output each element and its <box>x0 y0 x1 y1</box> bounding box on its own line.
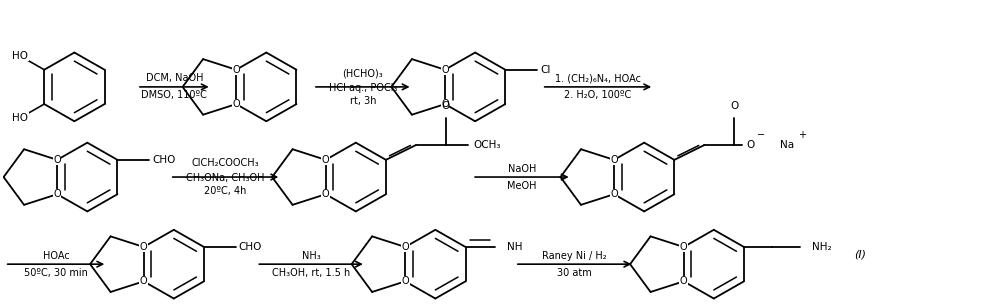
Text: CH₃ONa, CH₃OH: CH₃ONa, CH₃OH <box>186 174 265 183</box>
Text: Na: Na <box>780 140 794 150</box>
Text: CHO: CHO <box>239 242 262 252</box>
Text: MeOH: MeOH <box>507 181 537 191</box>
Text: 30 atm: 30 atm <box>557 268 592 278</box>
Text: NH₃: NH₃ <box>302 251 320 261</box>
Text: HCl aq., POCl₃: HCl aq., POCl₃ <box>329 83 397 93</box>
Text: 20ºC, 4h: 20ºC, 4h <box>204 186 247 196</box>
Text: NaOH: NaOH <box>508 163 536 174</box>
Text: O: O <box>140 242 147 252</box>
Text: O: O <box>610 155 618 165</box>
Text: O: O <box>53 189 61 199</box>
Text: O: O <box>232 99 240 109</box>
Text: (I): (I) <box>854 250 866 260</box>
Text: O: O <box>610 189 618 199</box>
Text: O: O <box>401 276 409 286</box>
Text: O: O <box>730 101 738 111</box>
Text: O: O <box>53 155 61 165</box>
Text: Raney Ni / H₂: Raney Ni / H₂ <box>542 251 607 261</box>
Text: O: O <box>746 140 754 150</box>
Text: CHO: CHO <box>152 155 176 165</box>
Text: HO: HO <box>12 113 28 123</box>
Text: O: O <box>680 276 687 286</box>
Text: O: O <box>140 276 147 286</box>
Text: 1. (CH₂)₆N₄, HOAc: 1. (CH₂)₆N₄, HOAc <box>555 73 641 83</box>
Text: O: O <box>232 65 240 75</box>
Text: (HCHO)₃: (HCHO)₃ <box>342 68 383 78</box>
Text: OCH₃: OCH₃ <box>473 140 501 150</box>
Text: 50ºC, 30 min: 50ºC, 30 min <box>24 268 88 278</box>
Text: HO: HO <box>12 51 28 61</box>
Text: O: O <box>322 189 329 199</box>
Text: O: O <box>401 242 409 252</box>
Text: +: + <box>798 130 806 140</box>
Text: −: − <box>757 130 765 140</box>
Text: Cl: Cl <box>540 65 550 75</box>
Text: DCM, NaOH: DCM, NaOH <box>146 73 203 83</box>
Text: 2. H₂O, 100ºC: 2. H₂O, 100ºC <box>564 91 632 100</box>
Text: CH₃OH, rt, 1.5 h: CH₃OH, rt, 1.5 h <box>272 268 350 278</box>
Text: O: O <box>441 101 450 111</box>
Text: HOAc: HOAc <box>43 251 69 261</box>
Text: O: O <box>441 65 449 75</box>
Text: O: O <box>322 155 329 165</box>
Text: rt, 3h: rt, 3h <box>350 96 376 106</box>
Text: O: O <box>680 242 687 252</box>
Text: O: O <box>441 99 449 109</box>
Text: DMSO, 110ºC: DMSO, 110ºC <box>141 91 207 100</box>
Text: NH₂: NH₂ <box>812 242 831 252</box>
Text: NH: NH <box>507 242 523 252</box>
Text: ClCH₂COOCH₃: ClCH₂COOCH₃ <box>192 158 259 168</box>
